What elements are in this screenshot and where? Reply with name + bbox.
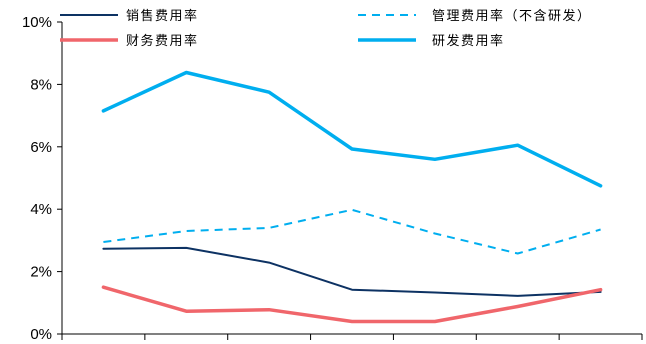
y-ticks: 0% 2% 4% 6% 8% 10%	[22, 14, 62, 343]
axes	[61, 22, 642, 335]
legend: 销售费用率 管理费用率（不含研发） 财务费用率 研发费用率	[60, 8, 592, 49]
y-tick-label: 8%	[30, 76, 52, 93]
series-line-2	[101, 285, 603, 324]
x-ticks	[61, 334, 643, 340]
y-tick-label: 2%	[30, 264, 52, 281]
legend-label-1: 管理费用率（不含研发）	[432, 8, 592, 24]
legend-label-3: 研发费用率	[432, 33, 505, 49]
series-line-3	[101, 70, 603, 188]
y-tick-label: 4%	[30, 201, 52, 218]
legend-label-2: 财务费用率	[126, 33, 199, 49]
legend-label-0: 销售费用率	[126, 8, 199, 24]
series-line-1	[103, 208, 601, 255]
y-tick-label: 0%	[30, 326, 52, 343]
y-tick-label: 10%	[22, 14, 52, 31]
y-tick-label: 6%	[30, 139, 52, 156]
series-lines	[101, 70, 603, 324]
series-line-0	[102, 246, 602, 297]
